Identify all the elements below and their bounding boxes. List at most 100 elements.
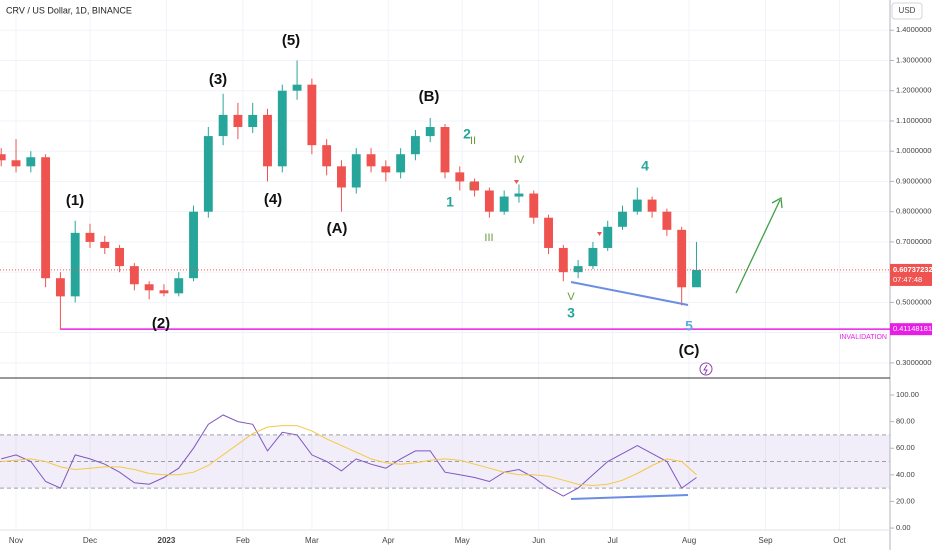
x-tick-label: Jul [608, 536, 618, 545]
candle-body [425, 127, 435, 137]
candle-body [470, 181, 480, 191]
candle-body [573, 266, 583, 273]
candle-body [85, 232, 95, 242]
wave-label: V [567, 291, 575, 303]
currency: USD [899, 6, 916, 15]
divergence-line [570, 281, 689, 306]
candle-body [618, 211, 627, 227]
candle-body [248, 114, 258, 128]
candle-body [603, 226, 613, 248]
x-tick-label: Sep [758, 536, 773, 545]
currency-box[interactable] [891, 2, 923, 20]
wave-label: (3) [209, 71, 227, 88]
y-tick-label: 0.90000000 [896, 176, 932, 185]
candle-body [11, 160, 21, 167]
projection-arrow [735, 199, 781, 294]
candle-body [351, 154, 361, 188]
invalidation-price: 0.41148181 [893, 324, 932, 333]
y-tick-label: 0.50000000 [896, 297, 932, 306]
candle-body [144, 284, 154, 291]
candle-body [55, 278, 65, 297]
y-tick-label: 1.40000000 [896, 25, 932, 34]
candle-body [322, 145, 332, 167]
candle-body [307, 84, 317, 146]
candle-body [41, 157, 51, 279]
x-tick-label: Apr [382, 536, 395, 545]
candle-body [263, 114, 272, 167]
y-tick-label: 1.00000000 [896, 146, 932, 155]
rsi-line [1, 414, 697, 497]
wave-label: (B) [419, 88, 440, 105]
candle-body [529, 193, 539, 218]
y-tick-label: 1.30000000 [896, 55, 932, 64]
wave-label: 2 [463, 126, 471, 142]
marker [597, 232, 602, 236]
candle-body [514, 193, 524, 197]
candle-body [588, 247, 598, 267]
wave-label: (2) [152, 315, 170, 332]
candle-body [410, 136, 420, 155]
candle-body [129, 266, 139, 285]
grid [0, 0, 890, 530]
x-tick-label: Feb [236, 536, 250, 545]
candle-body [337, 166, 346, 188]
rsi-divergence-line [570, 494, 689, 500]
candle-body [484, 190, 494, 212]
candle-body [632, 199, 642, 212]
event-icon[interactable] [699, 362, 713, 376]
wave-label: 3 [567, 305, 575, 321]
candle-body [381, 166, 391, 173]
candle-body [455, 172, 465, 182]
candle-body [115, 247, 125, 267]
y-tick-label: 60.00 [896, 443, 915, 452]
candle-body [26, 157, 36, 167]
x-tick-label: Mar [305, 536, 319, 545]
candle-body [159, 290, 169, 294]
wave-label: (4) [264, 191, 282, 208]
chart-title: CRV / US Dollar, 1D, BINANCE [6, 5, 132, 15]
x-tick-label: 2023 [158, 536, 176, 545]
candle-body [292, 84, 302, 91]
x-tick-label: Aug [682, 536, 696, 545]
candle-body [70, 232, 80, 297]
event-bolt [703, 364, 708, 375]
invalidation-price-box [890, 323, 932, 336]
y-tick-label: 80.00 [896, 417, 915, 426]
x-tick-label: Jun [532, 536, 545, 545]
wave-label: (C) [679, 342, 700, 359]
wave-label: (1) [66, 192, 84, 209]
candle-body [366, 154, 376, 167]
wave-label: IV [514, 154, 525, 166]
x-tick-label: May [455, 536, 470, 545]
countdown: 07:47:48 [893, 275, 922, 284]
y-tick-label: 0.80000000 [896, 207, 932, 216]
candle-body [662, 211, 672, 230]
rsi-line [1, 425, 697, 487]
wave-label: 1 [446, 194, 454, 210]
wave-label: II [470, 135, 476, 147]
y-tick-label: 0.70000000 [896, 237, 932, 246]
last-price-box [890, 263, 932, 286]
y-tick-label: 1.10000000 [896, 116, 932, 125]
candle-body [396, 154, 406, 173]
invalidation-label: INVALIDATION [839, 334, 887, 341]
y-tick-label: 0.30000000 [896, 358, 932, 367]
y-tick-label: 100.00 [896, 390, 919, 399]
x-tick-label: Nov [9, 536, 23, 545]
last-price: 0.60737232 [893, 265, 932, 274]
arrow-head [771, 196, 783, 209]
y-tick-label: 20.00 [896, 496, 915, 505]
candle-body [100, 241, 110, 248]
wave-label: 4 [641, 158, 649, 174]
y-tick-label: 1.20000000 [896, 86, 932, 95]
marker [514, 180, 519, 184]
x-tick-label: Oct [833, 536, 846, 545]
candle-body [558, 247, 568, 273]
candle-body [203, 136, 213, 212]
candle-body [174, 278, 184, 294]
wave-label: 5 [685, 318, 693, 334]
candle-body [647, 199, 657, 212]
plot [0, 60, 890, 497]
